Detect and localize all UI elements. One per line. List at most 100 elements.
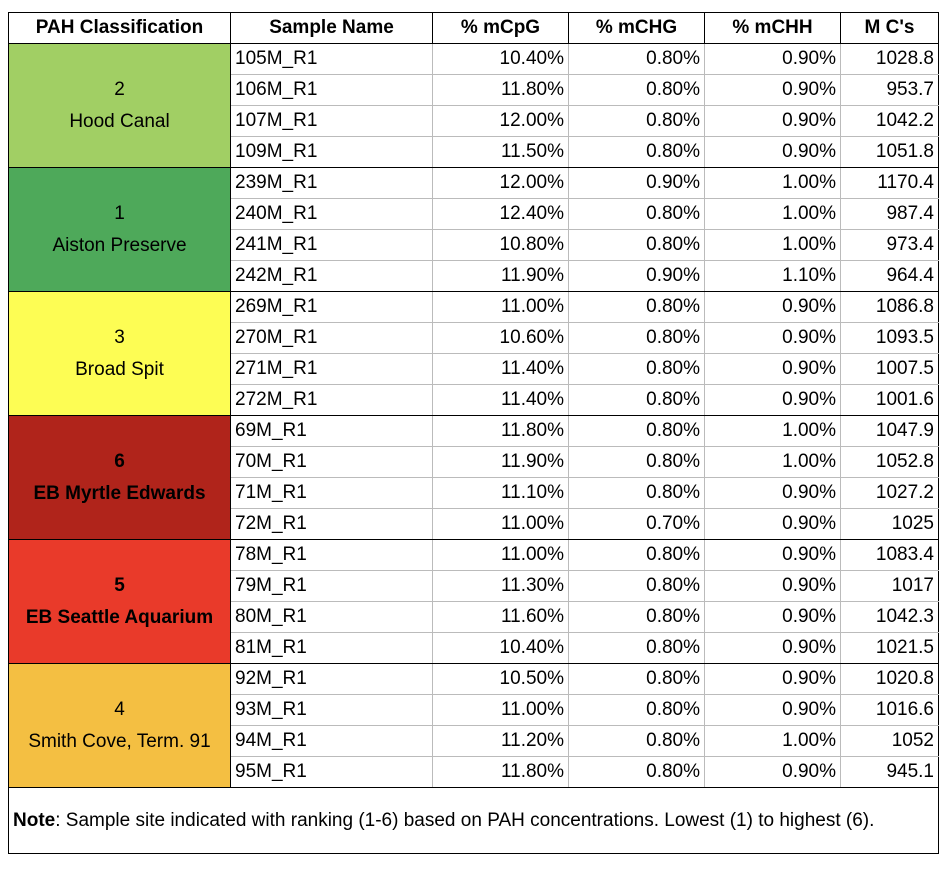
value-cell: 0.90%	[568, 260, 705, 292]
value-cell: 11.10%	[432, 477, 569, 509]
value-cell: 1001.6	[840, 384, 939, 416]
value-cell: 1083.4	[840, 539, 939, 571]
value-cell: 0.90%	[704, 601, 841, 633]
sample-name: 72M_R1	[230, 508, 433, 540]
value-cell: 0.80%	[568, 229, 705, 261]
sample-name: 272M_R1	[230, 384, 433, 416]
value-cell: 1.00%	[704, 167, 841, 199]
value-cell: 1.00%	[704, 725, 841, 757]
value-cell: 10.50%	[432, 663, 569, 695]
value-cell: 1028.8	[840, 43, 939, 75]
site-cell: 2 Hood Canal	[8, 43, 231, 168]
value-cell: 0.80%	[568, 725, 705, 757]
value-cell: 11.60%	[432, 601, 569, 633]
value-cell: 1047.9	[840, 415, 939, 447]
value-cell: 11.90%	[432, 260, 569, 292]
data-row: 71M_R1 11.10% 0.80% 0.90% 1027.2	[9, 477, 939, 509]
site-rank: 4	[114, 698, 125, 720]
value-cell: 1.00%	[704, 415, 841, 447]
value-cell: 0.90%	[704, 477, 841, 509]
value-cell: 0.90%	[704, 756, 841, 788]
note: Note: Sample site indicated with ranking…	[8, 787, 939, 854]
sample-name: 271M_R1	[230, 353, 433, 385]
value-cell: 11.80%	[432, 74, 569, 106]
value-cell: 1.00%	[704, 229, 841, 261]
data-row: 272M_R1 11.40% 0.80% 0.90% 1001.6	[9, 384, 939, 416]
value-cell: 1016.6	[840, 694, 939, 726]
value-cell: 0.80%	[568, 384, 705, 416]
value-cell: 0.80%	[568, 105, 705, 137]
sample-name: 239M_R1	[230, 167, 433, 199]
note-row: Note: Sample site indicated with ranking…	[8, 787, 939, 854]
column-header: % mCpG	[432, 12, 569, 44]
data-row: 95M_R1 11.80% 0.80% 0.90% 945.1	[9, 756, 939, 788]
value-cell: 0.90%	[704, 663, 841, 695]
sample-name: 71M_R1	[230, 477, 433, 509]
column-header: % mCHG	[568, 12, 705, 44]
value-cell: 11.30%	[432, 570, 569, 602]
value-cell: 0.80%	[568, 632, 705, 664]
sample-name: 240M_R1	[230, 198, 433, 230]
value-cell: 1021.5	[840, 632, 939, 664]
value-cell: 11.40%	[432, 353, 569, 385]
value-cell: 0.80%	[568, 43, 705, 75]
site-rank: 6	[114, 450, 125, 472]
data-row: 72M_R1 11.00% 0.70% 0.90% 1025	[9, 508, 939, 540]
value-cell: 964.4	[840, 260, 939, 292]
value-cell: 11.50%	[432, 136, 569, 168]
sample-name: 270M_R1	[230, 322, 433, 354]
sample-name: 94M_R1	[230, 725, 433, 757]
value-cell: 1.00%	[704, 198, 841, 230]
value-cell: 0.80%	[568, 322, 705, 354]
column-header: % mCHH	[704, 12, 841, 44]
value-cell: 0.80%	[568, 694, 705, 726]
sample-name: 106M_R1	[230, 74, 433, 106]
site-group: 5 EB Seattle Aquarium 78M_R1 11.00% 0.80% 0.9…	[8, 539, 939, 664]
sample-name: 80M_R1	[230, 601, 433, 633]
site-group: 4 Smith Cove, Term. 91 92M_R1 10.50% 0.80% 0.…	[8, 663, 939, 788]
value-cell: 11.00%	[432, 508, 569, 540]
value-cell: 0.90%	[704, 508, 841, 540]
value-cell: 1093.5	[840, 322, 939, 354]
value-cell: 11.00%	[432, 291, 569, 323]
site-rank: 2	[114, 78, 125, 100]
value-cell: 0.80%	[568, 353, 705, 385]
value-cell: 953.7	[840, 74, 939, 106]
value-cell: 0.80%	[568, 756, 705, 788]
value-cell: 1086.8	[840, 291, 939, 323]
value-cell: 1051.8	[840, 136, 939, 168]
data-row: 70M_R1 11.90% 0.80% 1.00% 1052.8	[9, 446, 939, 478]
header-row: PAH Classification Sample Name% mCpG% mCH…	[8, 12, 939, 44]
data-row: 79M_R1 11.30% 0.80% 0.90% 1017	[9, 570, 939, 602]
site-cell: 1 Aiston Preserve	[8, 167, 231, 292]
site-name: Broad Spit	[75, 358, 164, 380]
sample-name: 69M_R1	[230, 415, 433, 447]
site-name: EB Myrtle Edwards	[33, 482, 206, 504]
data-row: 81M_R1 10.40% 0.80% 0.90% 1021.5	[9, 632, 939, 664]
site-rank: 1	[114, 202, 125, 224]
site-cell: 3 Broad Spit	[8, 291, 231, 416]
value-cell: 11.90%	[432, 446, 569, 478]
value-cell: 10.80%	[432, 229, 569, 261]
value-cell: 0.80%	[568, 663, 705, 695]
note-text: : Sample site indicated with ranking (1-…	[55, 809, 875, 831]
value-cell: 12.40%	[432, 198, 569, 230]
value-cell: 0.80%	[568, 446, 705, 478]
value-cell: 1025	[840, 508, 939, 540]
value-cell: 1017	[840, 570, 939, 602]
value-cell: 1170.4	[840, 167, 939, 199]
value-cell: 0.90%	[704, 105, 841, 137]
data-row: 240M_R1 12.40% 0.80% 1.00% 987.4	[9, 198, 939, 230]
value-cell: 11.80%	[432, 415, 569, 447]
site-cell: 4 Smith Cove, Term. 91	[8, 663, 231, 788]
value-cell: 10.60%	[432, 322, 569, 354]
site-cell: 6 EB Myrtle Edwards	[8, 415, 231, 540]
site-name: Hood Canal	[69, 110, 170, 132]
column-header: Sample Name	[230, 12, 433, 44]
value-cell: 11.00%	[432, 539, 569, 571]
site-rank: 5	[114, 574, 125, 596]
data-row: 2 Hood Canal 105M_R1 10.40% 0.80% 0.90% 1028.8	[8, 43, 939, 168]
data-row: 4 Smith Cove, Term. 91 92M_R1 10.50% 0.80% 0.…	[8, 663, 939, 788]
value-cell: 0.80%	[568, 198, 705, 230]
value-cell: 0.80%	[568, 477, 705, 509]
